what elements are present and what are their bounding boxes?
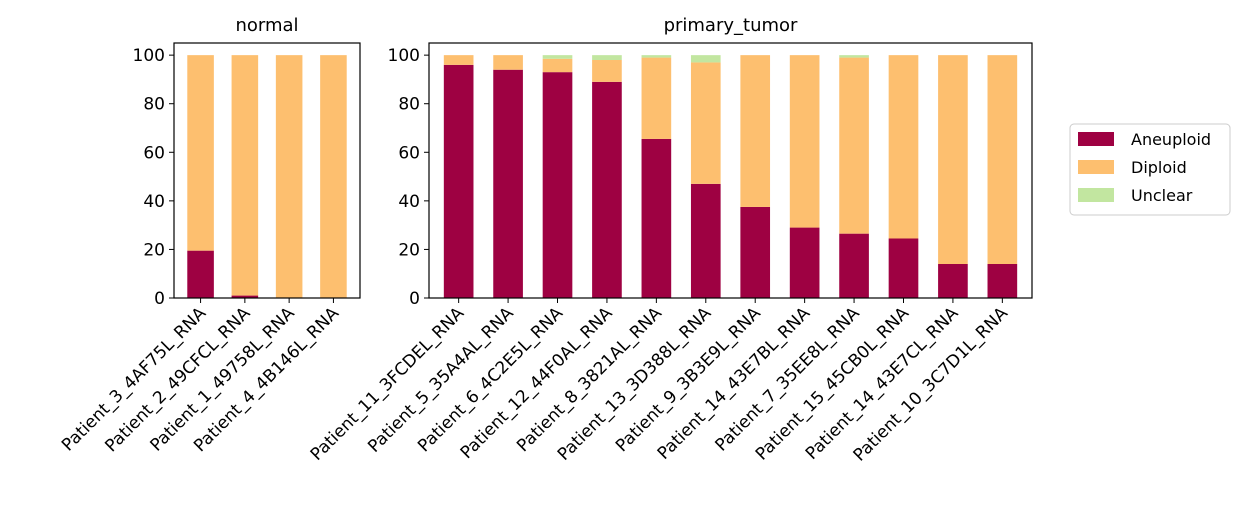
bar-aneuploid-3 (592, 81, 622, 298)
axes-frame (428, 42, 1033, 299)
bar-aneuploid-7 (789, 227, 820, 298)
bar-aneuploid-1 (493, 69, 523, 298)
bar-diploid-11 (987, 55, 1018, 265)
chart-title: primary_tumor (664, 15, 798, 36)
bar-diploid-3 (592, 60, 622, 82)
y-tick-label: 0 (154, 289, 165, 309)
bar-diploid-1 (493, 55, 523, 70)
bar-aneuploid-0 (443, 64, 474, 298)
legend-label-unclear: Unclear (1131, 186, 1193, 205)
bar-diploid-1 (231, 55, 259, 296)
y-tick-label: 100 (388, 46, 420, 66)
chart-title: normal (235, 15, 298, 36)
legend-label-aneuploid: Aneuploid (1131, 130, 1211, 149)
bar-diploid-2 (275, 55, 303, 299)
bar-aneuploid-5 (690, 183, 721, 298)
y-tick-label: 60 (398, 143, 420, 163)
bar-diploid-3 (320, 55, 347, 299)
bar-unclear-4 (641, 55, 672, 58)
bar-diploid-8 (839, 57, 869, 234)
bar-diploid-2 (542, 58, 573, 73)
bar-aneuploid-8 (839, 233, 869, 298)
axes-frame (173, 42, 361, 299)
panel-normal: normalPatient_3_4AF75L_RNAPatient_2_49CF… (58, 15, 361, 456)
bar-diploid-0 (443, 55, 474, 65)
legend-swatch-aneuploid (1078, 132, 1114, 146)
bar-aneuploid-6 (740, 206, 771, 298)
bar-unclear-8 (839, 55, 869, 58)
legend-label-diploid: Diploid (1131, 158, 1187, 177)
bar-diploid-7 (789, 55, 820, 228)
bar-aneuploid-0 (187, 250, 214, 298)
bar-aneuploid-11 (987, 264, 1018, 298)
bar-aneuploid-1 (231, 295, 259, 298)
y-tick-label: 40 (143, 192, 165, 212)
y-tick-label: 0 (409, 289, 420, 309)
legend: Aneuploid Diploid Unclear (1069, 123, 1231, 216)
y-tick-label: 100 (133, 46, 165, 66)
y-tick-label: 80 (398, 95, 420, 115)
bar-aneuploid-2 (542, 72, 573, 299)
bar-diploid-9 (888, 55, 919, 239)
y-tick-label: 60 (143, 143, 165, 163)
bar-diploid-10 (938, 55, 968, 265)
panel-primary-tumor: primary_tumorPatient_11_3FCDEL_RNAPatien… (307, 15, 1033, 466)
bar-aneuploid-9 (888, 238, 919, 298)
y-tick-label: 20 (398, 240, 420, 260)
bar-aneuploid-4 (641, 138, 672, 298)
legend-swatch-unclear (1078, 188, 1114, 202)
y-tick-label: 40 (398, 192, 420, 212)
bar-diploid-0 (187, 55, 214, 251)
y-tick-label: 80 (143, 95, 165, 115)
bar-diploid-4 (641, 57, 672, 139)
bar-unclear-3 (592, 55, 622, 60)
legend-swatch-diploid (1078, 160, 1114, 174)
bar-unclear-5 (690, 55, 721, 63)
bar-diploid-6 (740, 55, 771, 207)
bar-diploid-5 (690, 62, 721, 184)
bar-aneuploid-10 (938, 264, 968, 298)
bar-unclear-2 (542, 55, 573, 59)
y-tick-label: 20 (143, 240, 165, 260)
